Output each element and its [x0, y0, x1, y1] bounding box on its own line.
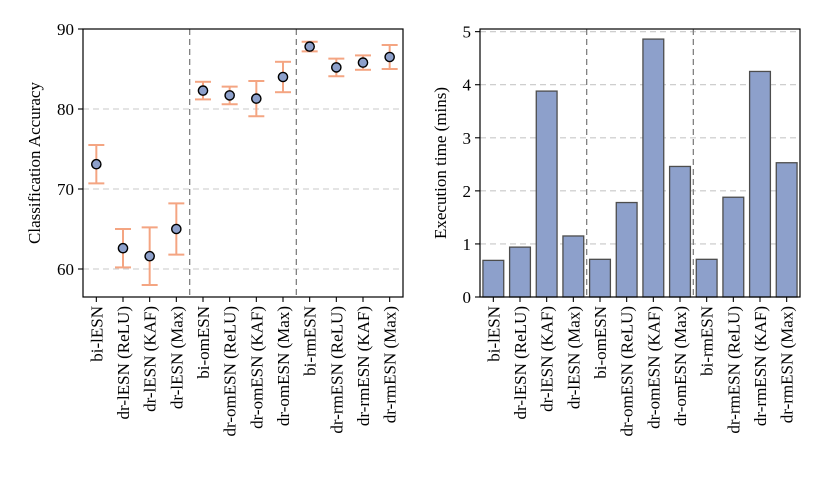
y-tick-label: 80: [57, 100, 74, 119]
accuracy-x-ticks: bi-lESN dr-lESN (ReLU) dr-lESN (KAF) dr-lES…: [87, 297, 400, 436]
y-tick-label: 5: [463, 23, 472, 42]
data-point: [384, 51, 395, 63]
x-tick-label: dr-rmESN (Max): [778, 306, 797, 423]
data-point: [331, 62, 342, 73]
bar: [482, 259, 505, 298]
time-y-ticks: 0 1 2 3 4 5: [463, 23, 480, 307]
x-tick-label: dr-omESN (ReLU): [618, 306, 637, 436]
y-tick-label: 90: [57, 20, 74, 39]
data-point: [144, 250, 155, 262]
x-tick-label: dr-lESN (Max): [564, 306, 583, 409]
x-tick-label: dr-lESN (KAF): [538, 306, 557, 412]
data-point: [117, 242, 129, 254]
x-tick-label: dr-lESN (ReLU): [114, 306, 133, 419]
bar: [562, 235, 585, 298]
accuracy-separators: [189, 29, 297, 297]
time-bars: [482, 38, 798, 298]
data-point: [277, 71, 289, 83]
y-tick-label: 60: [57, 260, 74, 279]
y-tick-label: 2: [463, 182, 472, 201]
y-tick-label: 0: [463, 288, 472, 307]
bar: [668, 165, 692, 298]
x-tick-label: dr-omESN (ReLU): [221, 306, 240, 436]
bar: [508, 246, 532, 298]
x-tick-label: dr-rmESN (ReLU): [327, 306, 346, 434]
data-point: [357, 57, 369, 68]
accuracy-chart: 60 70 80 90 bi-lESN dr-lESN (ReLU) dr-lESN (K…: [25, 20, 404, 436]
y-tick-label: 1: [463, 235, 472, 254]
x-tick-label: bi-omESN: [591, 306, 610, 379]
x-tick-label: bi-rmESN: [698, 306, 717, 376]
accuracy-y-ticks: 60 70 80 90: [57, 20, 83, 279]
accuracy-points: [88, 40, 398, 286]
y-tick-label: 70: [57, 180, 74, 199]
bar: [722, 196, 745, 298]
x-tick-label: dr-lESN (KAF): [141, 306, 160, 412]
data-point: [91, 158, 102, 170]
bar: [588, 258, 612, 298]
y-tick-label: 4: [463, 76, 472, 95]
x-tick-label: dr-rmESN (Max): [381, 306, 400, 423]
x-tick-label: dr-omESN (KAF): [247, 306, 266, 429]
x-tick-label: dr-lESN (Max): [167, 306, 186, 409]
time-y-label: Execution time (mins): [431, 87, 450, 239]
bar: [642, 38, 665, 298]
x-tick-label: dr-rmESN (ReLU): [724, 306, 743, 434]
x-tick-label: bi-omESN: [194, 306, 213, 379]
data-point: [224, 90, 235, 101]
bar: [775, 162, 798, 298]
bar: [615, 201, 638, 298]
x-tick-label: bi-lESN: [87, 306, 106, 362]
time-separators: [586, 29, 694, 297]
y-tick-label: 3: [463, 129, 472, 148]
accuracy-y-label: Classification Accuracy: [25, 82, 44, 244]
x-tick-label: bi-lESN: [484, 306, 503, 362]
execution-time-chart: 0 1 2 3 4 5 bi-lESN dr-lESN (ReLU) dr-lESN (KAF…: [431, 23, 801, 436]
x-tick-label: dr-omESN (Max): [274, 306, 293, 426]
x-tick-label: dr-omESN (KAF): [644, 306, 663, 429]
accuracy-axes-frame: [82, 28, 404, 298]
bar: [748, 70, 772, 298]
data-point: [197, 85, 209, 96]
x-tick-label: dr-rmESN (KAF): [751, 306, 770, 426]
bar: [695, 258, 718, 298]
data-point: [304, 41, 315, 52]
x-tick-label: bi-rmESN: [301, 306, 320, 376]
time-x-ticks: bi-lESN dr-lESN (ReLU) dr-lESN (KAF) dr-lES…: [484, 297, 797, 436]
time-axes-frame: [479, 28, 801, 298]
x-tick-label: dr-omESN (Max): [671, 306, 690, 426]
x-tick-label: dr-rmESN (KAF): [354, 306, 373, 426]
bar: [535, 90, 558, 298]
x-tick-label: dr-lESN (ReLU): [511, 306, 530, 419]
accuracy-gridlines: [83, 28, 403, 270]
data-point: [171, 223, 182, 235]
data-point: [251, 93, 262, 104]
